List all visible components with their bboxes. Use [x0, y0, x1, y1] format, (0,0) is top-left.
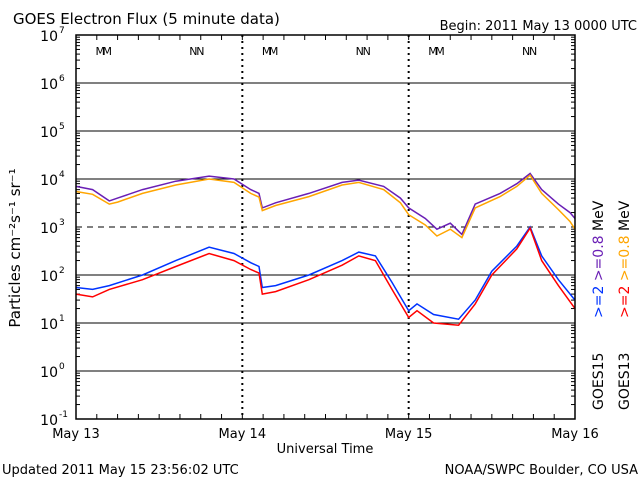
y-tick-base: 10: [40, 29, 58, 45]
y-tick-exponent: -1: [59, 410, 68, 420]
series-line-1: [75, 174, 576, 239]
y-tick-base: 10: [40, 173, 58, 189]
y-tick-exponent: 5: [59, 122, 65, 132]
col1-legend: >=2 >=0.8 MeV: [591, 200, 607, 318]
marker-label-goes15: N: [529, 45, 537, 58]
y-tick-exponent: 1: [59, 314, 65, 324]
marker-label-goes15: M: [269, 45, 279, 58]
y-tick-base: 10: [40, 269, 58, 285]
y-tick-exponent: 2: [59, 266, 65, 276]
marker-label-goes13: N: [189, 45, 197, 58]
x-tick-label: May 13: [52, 427, 100, 442]
y-tick-base: 10: [40, 221, 58, 237]
series-lines: [75, 172, 576, 326]
mn-markers: MM NN MM NN MM NN: [96, 45, 538, 58]
series-line-3: [75, 226, 576, 326]
grid: [75, 35, 576, 419]
marker-label-goes15: N: [196, 45, 204, 58]
plot-frame: [75, 34, 576, 420]
y-tick-exponent: 4: [59, 170, 65, 180]
x-tick-label: May 16: [551, 427, 599, 442]
marker-label-goes13: N: [356, 45, 364, 58]
y-tick-exponent: 0: [59, 362, 65, 372]
marker-label-goes13: M: [262, 45, 272, 58]
y-tick-base: 10: [40, 125, 58, 141]
y-tick-base: 10: [40, 365, 58, 381]
y-tick-base: 10: [40, 77, 58, 93]
begin-label: Begin: 2011 May 13 0000 UTC: [440, 19, 637, 34]
col1-legend-item: >=2: [591, 281, 607, 318]
marker-label-goes15: M: [103, 45, 113, 58]
y-tick-base: 10: [40, 413, 58, 429]
series-line-2: [75, 225, 576, 321]
marker-label-goes15: M: [435, 45, 445, 58]
chart-title: GOES Electron Flux (5 minute data): [13, 10, 280, 28]
x-tick-label: May 14: [219, 427, 267, 442]
series-line-0: [75, 172, 576, 236]
updated-timestamp: Updated 2011 May 15 23:56:02 UTC: [2, 463, 239, 478]
col2-legend: >=2 >=0.8 MeV: [617, 200, 633, 318]
x-tick-labels: May 13 May 14 May 15 May 16: [52, 427, 599, 442]
legend: >=2 >=0.8 MeV >=2 >=0.8 MeV GOES15 GOES13: [591, 200, 633, 410]
col1-legend-item: >=0.8: [591, 231, 607, 281]
col2-legend-item: >=2: [617, 281, 633, 318]
col1-legend-item: MeV: [591, 200, 607, 231]
x-tick-label: May 15: [385, 427, 433, 442]
y-tick-exponent: 3: [59, 218, 65, 228]
goes13-label: GOES13: [617, 353, 633, 410]
x-axis-label: Universal Time: [277, 442, 374, 457]
marker-label-goes13: M: [96, 45, 106, 58]
marker-label-goes15: N: [363, 45, 371, 58]
credit: NOAA/SWPC Boulder, CO USA: [445, 463, 638, 478]
y-axis-label: Particles cm⁻²s⁻¹ sr⁻¹: [6, 168, 24, 327]
marker-label-goes13: M: [428, 45, 438, 58]
goes15-label: GOES15: [591, 353, 607, 410]
y-tick-exponent: 6: [59, 74, 65, 84]
col2-legend-item: >=0.8: [617, 231, 633, 281]
col2-legend-item: MeV: [617, 200, 633, 231]
y-tick-exponent: 7: [59, 26, 65, 36]
y-tick-base: 10: [40, 317, 58, 333]
marker-label-goes13: N: [522, 45, 530, 58]
